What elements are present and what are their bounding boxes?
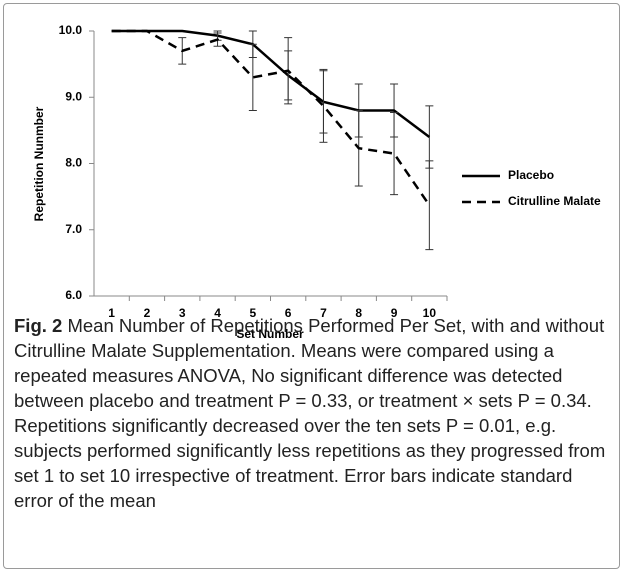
x-axis-label: Set Number [236,327,304,341]
x-tick-label: 3 [179,306,186,320]
x-tick-label: 6 [285,306,292,320]
series-line [111,29,431,206]
y-axis-label: Repetition Nunmber [32,106,46,221]
x-tick-label: 5 [250,306,257,320]
x-tick-label: 4 [214,306,221,320]
y-tick-label: 8.0 [65,156,82,170]
y-tick-label: 7.0 [65,222,82,236]
legend-label: Citrulline Malate [508,194,601,208]
series-line [111,29,431,138]
caption-text: Mean Number of Repetitions Performed Per… [14,315,606,511]
y-tick-label: 6.0 [65,288,82,302]
x-tick-label: 7 [320,306,327,320]
x-tick-label: 8 [355,306,362,320]
x-tick-label: 2 [144,306,151,320]
chart: Repetition Nunmber Set Number 6.0 7.0 8.0 9… [32,23,601,341]
x-tick-label: 1 [108,306,115,320]
x-tick-label: 9 [391,306,398,320]
y-tick-label: 9.0 [65,89,82,103]
y-tick-label: 10.0 [59,23,83,37]
x-tick-label: 10 [423,306,437,320]
caption-label: Fig. 2 [14,315,63,336]
caption: Fig. 2 Mean Number of Repetitions Perfor… [14,313,614,513]
legend-label: Placebo [508,168,554,182]
figure-frame [3,3,620,569]
